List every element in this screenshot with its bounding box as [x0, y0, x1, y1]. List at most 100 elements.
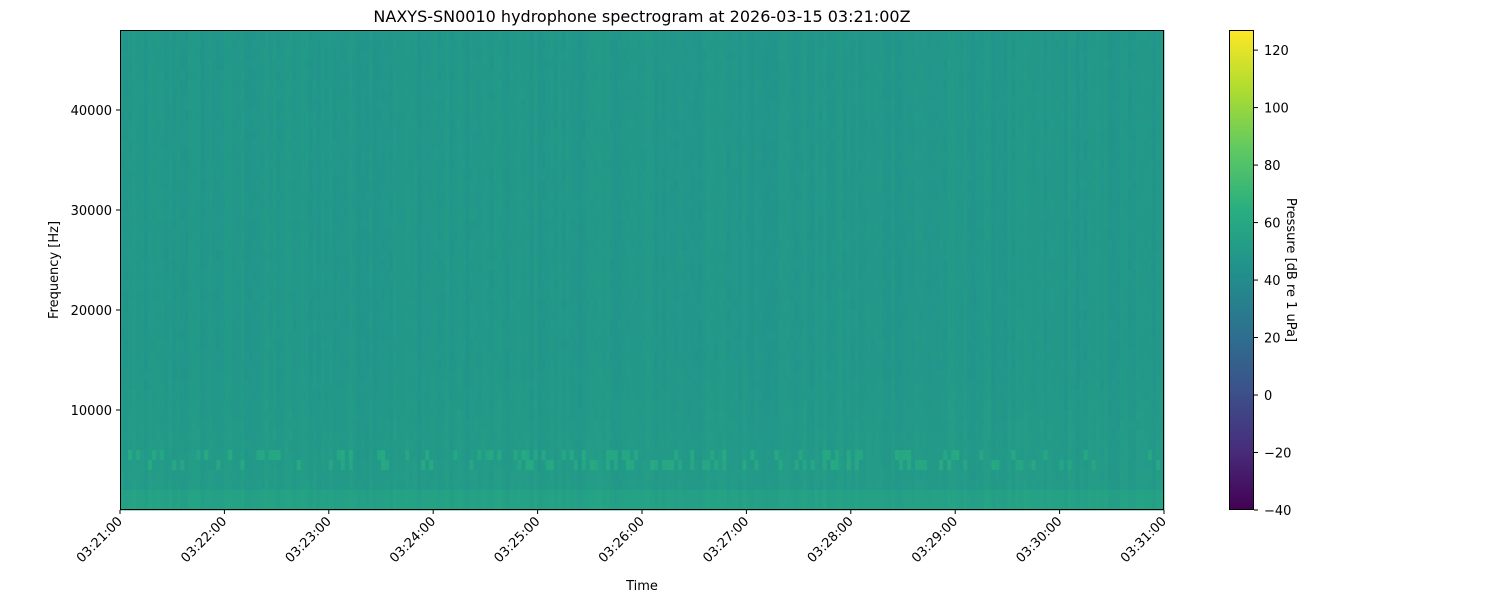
- heatmap-cell: [280, 500, 286, 511]
- heatmap-cell: [429, 320, 434, 331]
- heatmap-cell: [268, 140, 273, 151]
- heatmap-cell: [425, 250, 430, 261]
- heatmap-cell: [493, 440, 498, 451]
- heatmap-cell: [441, 170, 446, 181]
- heatmap-cell: [437, 220, 442, 231]
- heatmap-cell: [441, 150, 446, 161]
- heatmap-cell: [228, 350, 233, 361]
- heatmap-cell: [224, 180, 229, 191]
- heatmap-cell: [144, 350, 149, 361]
- heatmap-cell: [525, 470, 530, 481]
- heatmap-cell: [312, 40, 318, 51]
- heatmap-cell: [356, 30, 362, 41]
- heatmap-cell: [489, 110, 494, 121]
- heatmap-cell: [300, 480, 306, 491]
- heatmap-cell: [368, 460, 374, 471]
- heatmap-cell: [425, 40, 430, 51]
- heatmap-cell: [244, 270, 249, 281]
- heatmap-cell: [461, 480, 466, 491]
- heatmap-cell: [473, 30, 478, 41]
- heatmap-cell: [328, 420, 334, 431]
- heatmap-cell: [224, 360, 229, 371]
- heatmap-cell: [324, 400, 330, 411]
- heatmap-cell: [156, 410, 161, 421]
- heatmap-cell: [212, 370, 217, 381]
- heatmap-cell: [473, 330, 478, 341]
- heatmap-cell: [429, 70, 434, 81]
- heatmap-cell: [405, 70, 410, 81]
- heatmap-cell: [509, 60, 514, 71]
- heatmap-cell: [120, 130, 125, 141]
- heatmap-cell: [441, 330, 446, 341]
- heatmap-cell: [276, 480, 282, 491]
- heatmap-cell: [268, 310, 273, 321]
- heatmap-cell: [260, 100, 265, 111]
- heatmap-cell: [204, 420, 209, 431]
- heatmap-cell: [437, 160, 442, 171]
- heatmap-cell: [236, 300, 241, 311]
- heatmap-cell: [489, 490, 494, 501]
- heatmap-cell: [160, 70, 165, 81]
- heatmap-cell: [308, 50, 314, 61]
- heatmap-cell: [340, 440, 346, 451]
- heatmap-cell: [316, 250, 322, 261]
- heatmap-cell: [533, 420, 538, 431]
- heatmap-cell: [517, 140, 522, 151]
- heatmap-cell: [268, 430, 273, 441]
- heatmap-cell: [368, 280, 374, 291]
- heatmap-cell: [204, 490, 209, 501]
- heatmap-cell: [513, 450, 518, 461]
- heatmap-cell: [501, 130, 506, 141]
- heatmap-cell: [469, 410, 474, 421]
- heatmap-cell: [296, 430, 302, 441]
- heatmap-cell: [485, 450, 490, 461]
- heatmap-cell: [240, 400, 245, 411]
- heatmap-cell: [477, 440, 482, 451]
- heatmap-cell: [529, 470, 534, 481]
- heatmap-cell: [445, 180, 450, 191]
- heatmap-cell: [348, 400, 354, 411]
- heatmap-cell: [368, 290, 374, 301]
- heatmap-cell: [224, 480, 229, 491]
- heatmap-cell: [469, 140, 474, 151]
- heatmap-cell: [184, 280, 189, 291]
- heatmap-cell: [200, 190, 205, 201]
- heatmap-cell: [360, 110, 366, 121]
- heatmap-cell: [316, 270, 322, 281]
- heatmap-cell: [264, 350, 269, 361]
- heatmap-cell: [168, 50, 173, 61]
- heatmap-cell: [284, 30, 290, 41]
- heatmap-cell: [184, 200, 189, 211]
- heatmap-cell: [441, 390, 446, 401]
- heatmap-cell: [385, 420, 390, 431]
- heatmap-cell: [304, 110, 310, 121]
- heatmap-cell: [372, 270, 378, 281]
- heatmap-cell: [280, 230, 286, 241]
- heatmap-cell: [445, 500, 450, 511]
- heatmap-cell: [292, 210, 298, 221]
- heatmap-cell: [192, 310, 197, 321]
- heatmap-cell: [445, 170, 450, 181]
- heatmap-cell: [469, 210, 474, 221]
- heatmap-cell: [248, 100, 253, 111]
- heatmap-cell: [268, 500, 273, 511]
- heatmap-cell: [425, 120, 430, 131]
- heatmap-cell: [505, 400, 510, 411]
- heatmap-cell: [437, 270, 442, 281]
- heatmap-cell: [501, 160, 506, 171]
- heatmap-cell: [200, 480, 205, 491]
- heatmap-cell: [232, 120, 237, 131]
- heatmap-cell: [505, 450, 510, 461]
- heatmap-cell: [184, 60, 189, 71]
- heatmap-cell: [433, 200, 438, 211]
- heatmap-cell: [437, 410, 442, 421]
- heatmap-cell: [180, 260, 185, 271]
- heatmap-cell: [140, 250, 145, 261]
- heatmap-cell: [220, 40, 225, 51]
- heatmap-cell: [525, 220, 530, 231]
- heatmap-cell: [485, 250, 490, 261]
- heatmap-cell: [132, 40, 137, 51]
- heatmap-cell: [276, 160, 282, 171]
- heatmap-cell: [437, 120, 442, 131]
- heatmap-cell: [292, 150, 298, 161]
